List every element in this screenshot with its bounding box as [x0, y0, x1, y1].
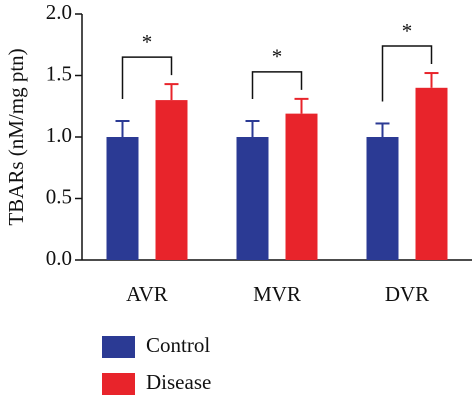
bar: [106, 137, 139, 260]
significance-label: *: [142, 30, 153, 54]
bar: [366, 137, 399, 260]
bar: [415, 87, 448, 260]
y-tick-label: 2.0: [46, 0, 72, 24]
significance-bracket: [381, 45, 433, 102]
y-tick-label: 1.0: [46, 123, 72, 147]
x-tick-label: DVR: [385, 282, 429, 306]
legend-label: Control: [146, 333, 210, 357]
significance-bracket: [251, 71, 303, 100]
y-tick-label: 1.5: [46, 61, 72, 85]
legend-swatch: [102, 373, 135, 395]
x-tick-label: MVR: [253, 282, 301, 306]
legend-label: Disease: [146, 370, 211, 394]
y-tick-label: 0.0: [46, 246, 72, 270]
legend-swatch: [102, 336, 135, 358]
y-tick-label: 0.5: [46, 184, 72, 208]
bar: [236, 137, 269, 260]
bar: [285, 113, 318, 260]
significance-bracket: [121, 56, 173, 100]
significance-label: *: [272, 45, 283, 69]
significance-label: *: [402, 19, 413, 43]
x-tick-label: AVR: [126, 282, 168, 306]
bar: [155, 100, 188, 260]
y-axis-label: TBARs (nM/mg ptn): [4, 48, 28, 225]
